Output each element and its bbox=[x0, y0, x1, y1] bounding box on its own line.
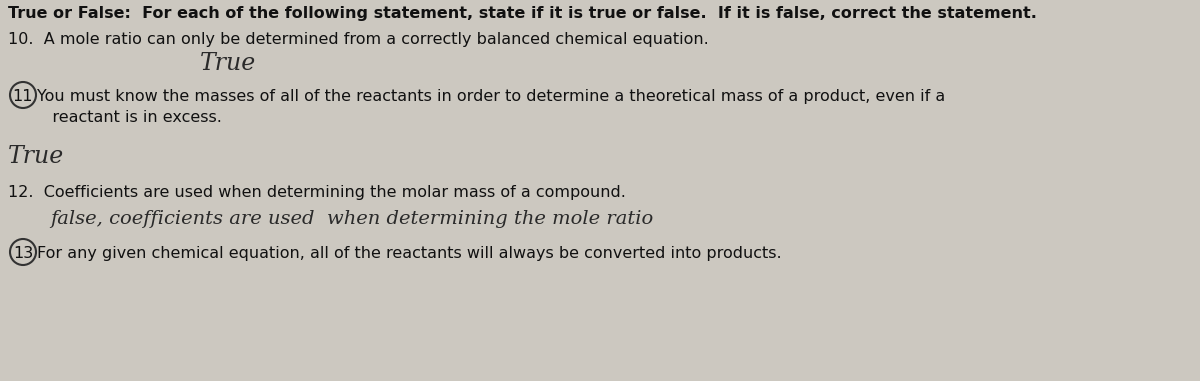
Text: 10.  A mole ratio can only be determined from a correctly balanced chemical equa: 10. A mole ratio can only be determined … bbox=[8, 32, 709, 47]
Text: True or False:  For each of the following statement, state if it is true or fals: True or False: For each of the following… bbox=[8, 6, 1037, 21]
Text: 13: 13 bbox=[13, 246, 34, 261]
Text: false, coefficients are used  when determining the mole ratio: false, coefficients are used when determ… bbox=[50, 210, 653, 228]
Text: You must know the masses of all of the reactants in order to determine a theoret: You must know the masses of all of the r… bbox=[37, 89, 946, 125]
Text: 12.  Coefficients are used when determining the molar mass of a compound.: 12. Coefficients are used when determini… bbox=[8, 185, 626, 200]
Text: For any given chemical equation, all of the reactants will always be converted i: For any given chemical equation, all of … bbox=[37, 246, 781, 261]
Text: True: True bbox=[8, 145, 65, 168]
Text: True: True bbox=[200, 52, 257, 75]
Text: 11: 11 bbox=[13, 89, 34, 104]
